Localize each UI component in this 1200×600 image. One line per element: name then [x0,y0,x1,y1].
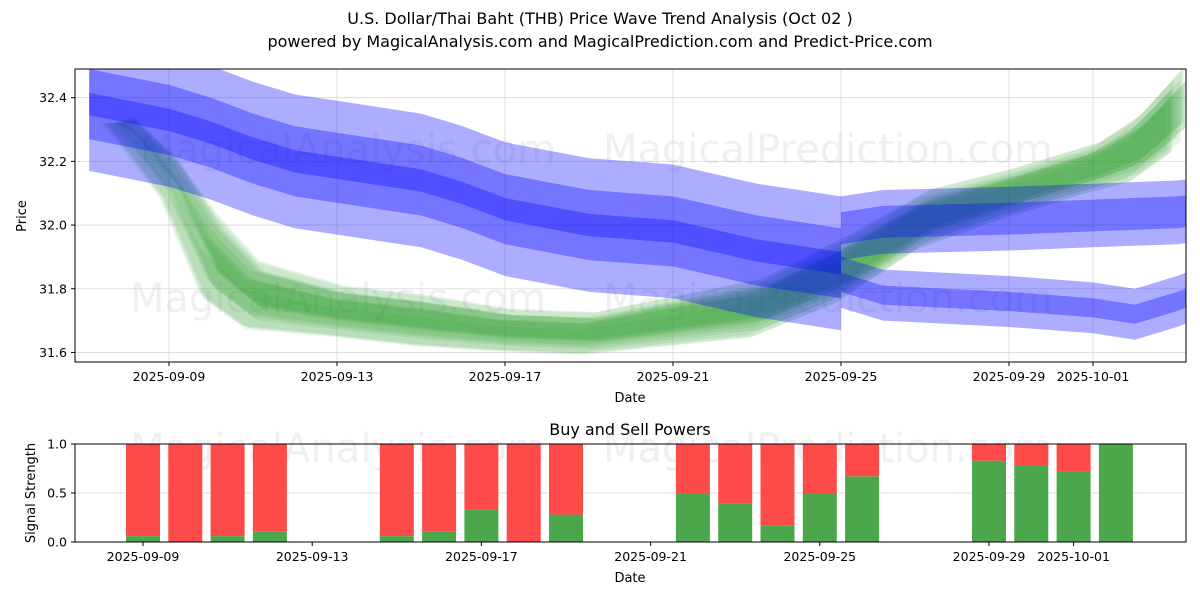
sell-bar [718,444,753,504]
buy-bar [379,536,414,542]
sell-bar [802,444,837,493]
sell-bar [760,444,795,526]
sell-bar [168,444,203,542]
signal-x-axis-label: Date [614,571,645,586]
buy-bar [760,525,795,542]
price-x-tick-label: 2025-09-17 [469,369,542,384]
chart-subtitle: powered by MagicalAnalysis.com and Magic… [267,32,933,51]
price-x-tick-label: 2025-09-25 [805,369,878,384]
watermark-magicalprediction-upper: MagicalPrediction.com [603,127,1053,173]
signal-x-tick-label: 2025-09-17 [445,549,518,564]
watermark-magicalprediction-lower: MagicalPrediction.com [603,276,1053,322]
buy-bar [718,503,753,542]
price-bands [89,69,1186,355]
price-band-layer [89,69,1186,355]
price-x-tick-label: 2025-09-09 [133,369,206,384]
buy-bar [675,493,710,542]
price-x-tick-label: 2025-09-13 [301,369,374,384]
blue-trend-band [89,69,841,331]
sell-bar [252,444,287,532]
sell-bar [422,444,457,532]
blue-upper-branch [841,195,1186,245]
buy-bar [1098,444,1133,542]
buy-bar [549,514,583,542]
price-grid [75,69,1186,362]
signal-x-ticks: 2025-09-09 2025-09-13 2025-09-17 2025-09-21… [107,542,1110,564]
sell-bar [549,444,583,515]
signal-x-tick-label: 2025-09-13 [276,549,349,564]
price-y-tick-label: 31.6 [39,345,67,360]
blue-trend-band [89,92,841,275]
sell-bar [506,444,541,542]
price-y-tick-label: 32.0 [39,218,67,233]
green-wave-band [120,80,1186,342]
blue-lower-branch [841,256,1186,340]
signal-y-tick-label: 1.0 [47,437,67,452]
price-plot-frame [74,68,1187,363]
sell-bar [210,444,245,537]
buy-bar [210,536,245,542]
price-x-tick-label: 2025-10-01 [1057,369,1130,384]
green-wave-band [100,102,1167,353]
blue-upper-branch [841,179,1186,261]
sell-bar [379,444,414,537]
sell-bar [126,444,160,537]
buy-bar [1056,471,1091,542]
price-x-tick-label: 2025-09-21 [637,369,710,384]
chart-title: U.S. Dollar/Thai Baht (THB) Price Wave T… [347,9,853,28]
green-wave-band [103,91,1171,355]
blue-trend-band [89,69,841,299]
sell-bar [464,444,499,510]
price-x-ticks: 2025-09-09 2025-09-13 2025-09-17 2025-09-21… [133,362,1130,384]
signal-y-tick-label: 0.5 [47,486,67,501]
signal-chart-title: Buy and Sell Powers [549,420,711,439]
sell-bar [972,444,1006,461]
price-x-axis-label: Date [614,391,645,406]
sell-bar [675,444,710,493]
price-y-axis-label: Price [15,200,30,232]
sell-bar [1056,444,1091,472]
price-y-tick-label: 32.2 [39,154,67,169]
sell-bar [1014,444,1049,466]
sell-bar [845,444,880,477]
green-wave-band [115,69,1183,340]
green-wave-band [113,79,1181,349]
blue-lower-branch [841,272,1186,324]
signal-y-ticks: 0.0 0.5 1.0 [47,437,75,550]
green-wave-band [110,91,1178,347]
price-x-tick-label: 2025-09-29 [973,369,1046,384]
buy-bar [802,493,837,542]
watermark-magicalanalysis-lower: MagicalAnalysis.com [130,276,546,322]
green-wave-band [118,81,1186,343]
green-wave-band [106,79,1174,345]
watermark-magicalanalysis-upper: MagicalAnalysis.com [140,127,556,173]
signal-x-tick-label: 2025-09-25 [783,549,856,564]
signal-y-tick-label: 0.0 [47,535,67,550]
buy-bar [1014,465,1049,542]
signal-bars [126,444,1133,542]
price-y-tick-label: 32.4 [39,90,67,105]
green-wave-band [105,89,1173,354]
price-y-tick-label: 31.8 [39,281,67,296]
signal-x-tick-label: 2025-09-09 [107,549,180,564]
buy-bar [972,460,1006,542]
price-y-ticks: 31.6 31.8 32.0 32.2 32.4 [39,90,75,360]
signal-x-tick-label: 2025-09-21 [614,549,687,564]
signal-x-tick-label: 2025-10-01 [1037,549,1110,564]
buy-bar [422,531,457,542]
signal-x-tick-label: 2025-09-29 [953,549,1026,564]
buy-bar [252,531,287,542]
green-wave-band [116,69,1184,340]
buy-bar [464,509,499,542]
buy-bar [845,476,880,542]
signal-y-axis-label: Signal Strength [24,443,39,543]
buy-bar [126,536,160,542]
price-watermarks: MagicalAnalysis.com MagicalPrediction.co… [130,127,1053,322]
